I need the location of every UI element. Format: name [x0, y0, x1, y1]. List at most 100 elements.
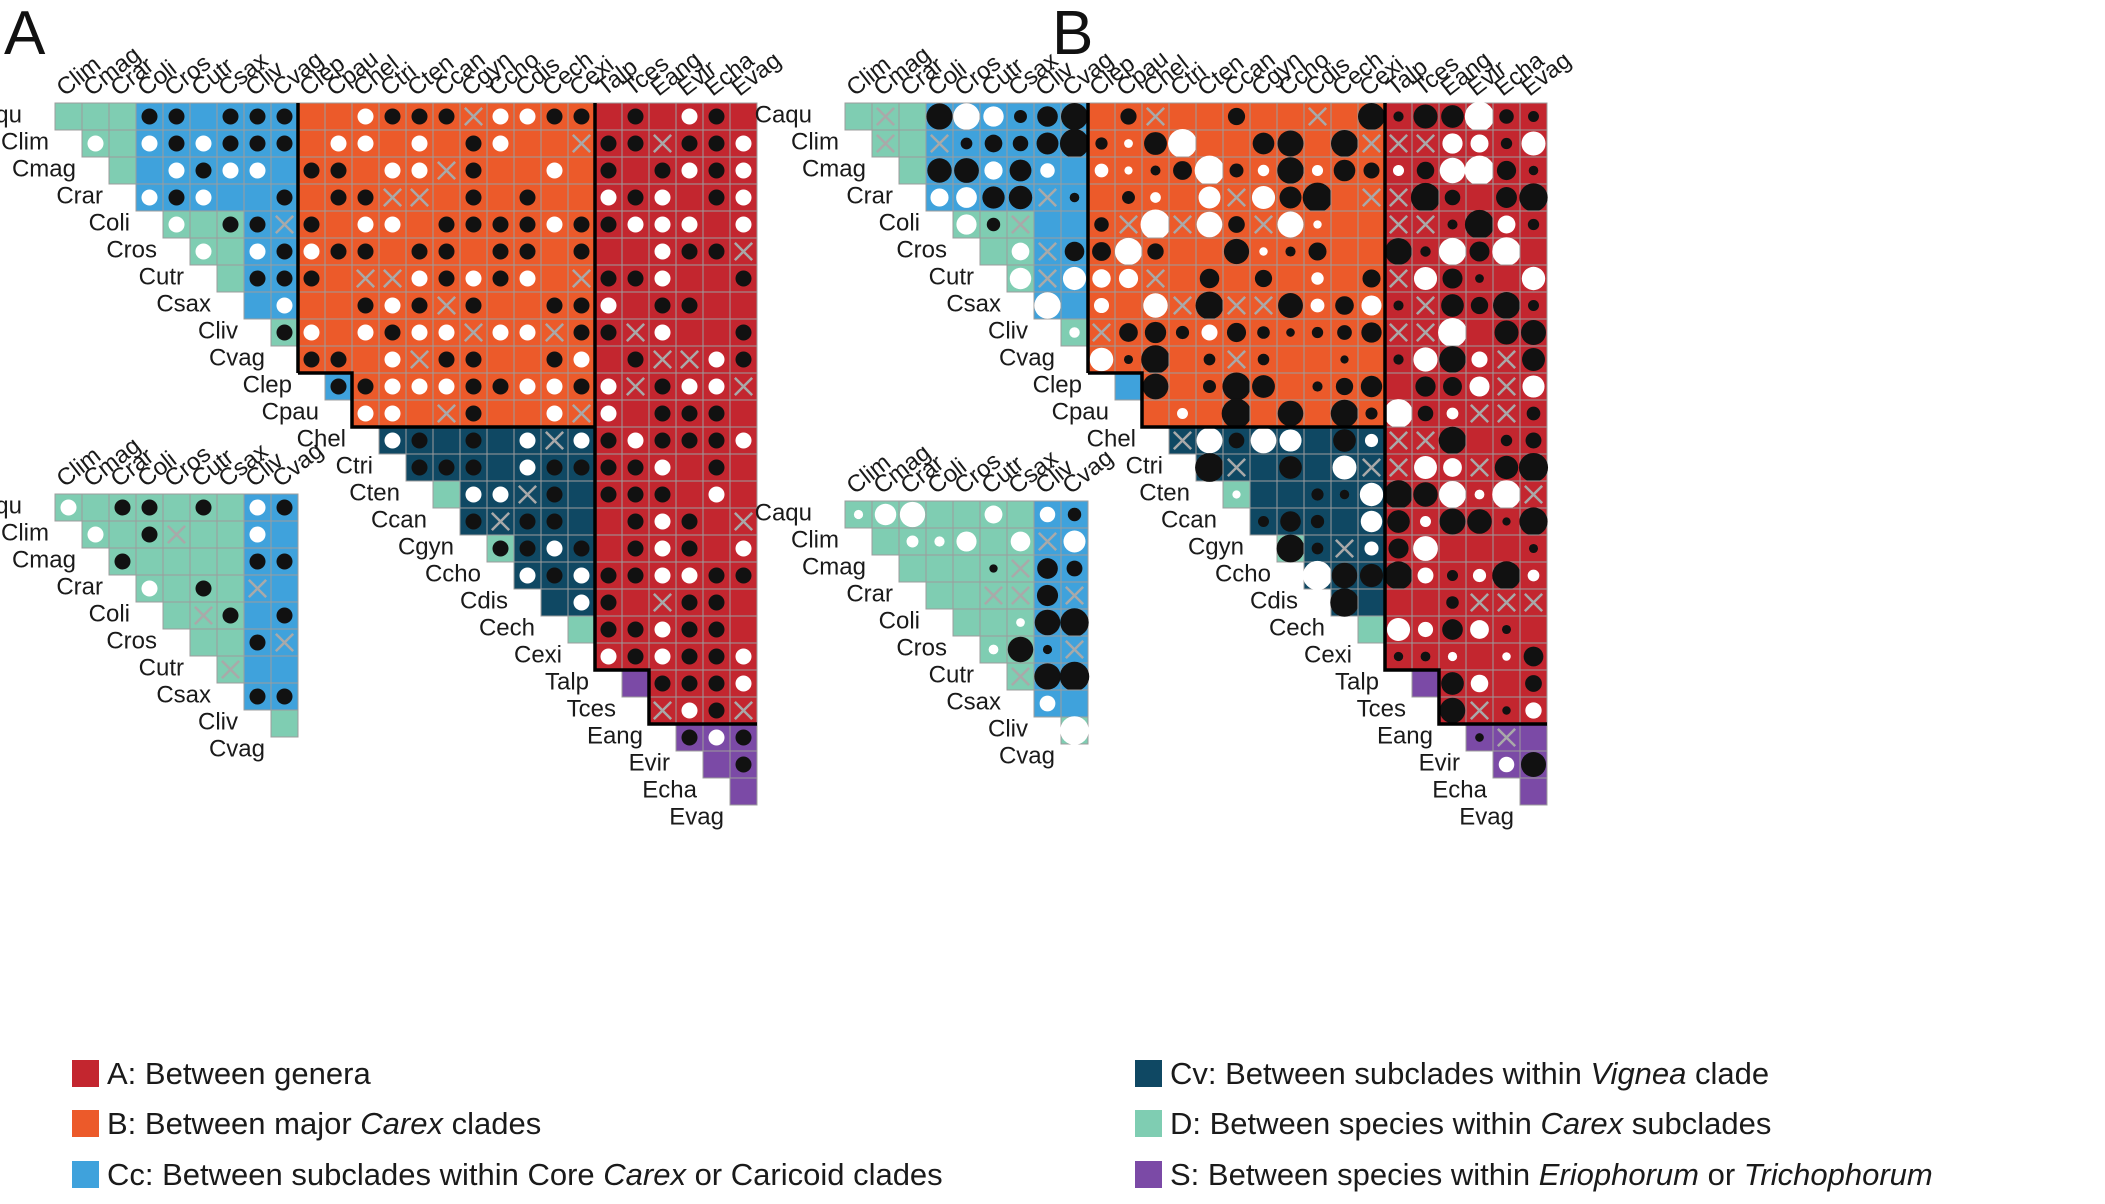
a-mark-black-Clim-Csax	[222, 135, 239, 152]
b-mark-black-Cliv-Cgyn	[1257, 326, 1270, 339]
b-cell-Talp-Tces	[1411, 669, 1440, 698]
b-mark-black-Caqu-Eang	[1441, 105, 1464, 128]
b-mark-black-Tces-Eang	[1439, 697, 1466, 724]
a-mark-black-Clim-Cvag	[276, 135, 293, 152]
b-inset-mark-white-Clim-Crar	[906, 535, 919, 548]
b-row-label: Cten	[1139, 479, 1190, 506]
b-mark-black-Cten-Cdis	[1311, 488, 1324, 501]
b-inset-mark-black-Crar-Cliv	[1036, 584, 1059, 607]
b-inset-mark-cross-Cros-Cvag	[1064, 639, 1085, 660]
a-mark-black-Cmag-Eang	[654, 162, 671, 179]
a-mark-white-Ccho-Cexi	[573, 567, 590, 584]
b-mark-cross-Coli-Csax	[1010, 214, 1031, 235]
a-cell-Cliv-Evir	[675, 318, 704, 347]
a-inset-cell-Caqu-Coli	[135, 493, 164, 522]
b-cell-Clim-Cdis	[1303, 129, 1332, 158]
a-inset-cell-Crar-Cvag	[270, 574, 299, 603]
a-cell-Crar-Evir	[675, 183, 704, 212]
a-cell-Caqu-Eang	[648, 102, 677, 131]
b-mark-black-Chel-Evag	[1525, 432, 1542, 449]
b-inset-mark-white-Clim-Cvag	[1063, 530, 1086, 553]
b-mark-black-Cten-Tces	[1413, 482, 1438, 507]
b-cell-Cdis-Tces	[1411, 588, 1440, 617]
b-cell-Chel-Cdis	[1303, 426, 1332, 455]
a-cell-Chel-Ccho	[486, 426, 515, 455]
b-inset-mark-white-Cliv-Cvag	[1060, 716, 1089, 745]
a-mark-black-Clep-Cpau	[330, 378, 347, 395]
b-mark-cross-Ctri-Ccan	[1226, 457, 1247, 478]
b-inset-mark-cross-Crar-Cutr	[983, 585, 1004, 606]
b-row-label: Cmag	[802, 155, 866, 182]
a-mark-black-Caqu-Cros	[168, 108, 185, 125]
b-mark-white-Ccho-Evir	[1472, 568, 1487, 583]
a-mark-black-Crar-Cgyn	[465, 189, 482, 206]
a-mark-white-Clep-Talp	[600, 378, 617, 395]
a-cell-Cpau-Cten	[405, 399, 434, 428]
a-mark-white-Crar-Coli	[141, 189, 158, 206]
b-inset-row-label: Clim	[791, 526, 839, 553]
legend: A: Between genera B: Between major Carex …	[72, 1056, 1933, 1192]
a-cell-Cliv-Cexi	[567, 318, 596, 347]
b-mark-cross-Caqu-Cmag	[875, 106, 896, 127]
a-cell-Cutr-Cpau	[324, 264, 353, 293]
b-cell-Cmag-Crar	[898, 156, 927, 185]
a-mark-white-Ccan-Eang	[654, 513, 671, 530]
a-mark-black-Ccan-Cech	[546, 513, 563, 530]
a-inset-row-label: Crar	[56, 573, 103, 600]
a-mark-white-Cmag-Cten	[411, 162, 428, 179]
b-mark-black-Cliv-Evag	[1520, 319, 1547, 346]
a-mark-black-Caqu-Tces	[627, 108, 644, 125]
a-mark-black-Cexi-Tces	[627, 648, 644, 665]
a-mark-black-Ctri-Echa	[708, 459, 725, 476]
a-mark-cross-Cvag-Eang	[652, 349, 673, 370]
a-inset-mark-black-Cmag-Cvag	[276, 553, 293, 570]
a-cell-Cvag-Ccho	[486, 345, 515, 374]
a-mark-white-Coli-Evag	[735, 216, 752, 233]
a-mark-black-Cutr-Cliv	[249, 270, 266, 287]
b-mark-black-Cgyn-Evag	[1528, 543, 1539, 554]
b-mark-black-Evir-Evag	[1520, 751, 1547, 778]
a-cell-Csax-Cdis	[513, 291, 542, 320]
a-inset-mark-black-Caqu-Cutr	[195, 499, 212, 516]
b-row-label: Ccan	[1161, 506, 1217, 533]
a-mark-white-Cpau-Talp	[600, 405, 617, 422]
b-mark-white-Coli-Chel	[1140, 209, 1171, 240]
legend-label-S: S: Between species within Eriophorum or …	[1170, 1157, 1933, 1192]
a-mark-black-Cliv-Cexi	[573, 324, 590, 341]
a-mark-black-Ctri-Cgyn	[465, 459, 482, 476]
b-cell-Caqu-Cten	[1195, 102, 1224, 131]
a-cell-Cpau-Ccho	[486, 399, 515, 428]
b-mark-cross-Coli-Cpau	[1118, 214, 1139, 235]
a-mark-black-Talp-Evir	[681, 675, 698, 692]
a-mark-black-Cech-Echa	[708, 621, 725, 638]
b-mark-cross-Crar-Cexi	[1361, 187, 1382, 208]
a-cell-Cutr-Cech	[540, 264, 569, 293]
b-mark-white-Cten-Eang	[1438, 480, 1467, 509]
a-mark-black-Crar-Cvag	[276, 189, 293, 206]
a-mark-black-Cgyn-Ccho	[492, 540, 509, 557]
a-cell-Ctri-Evir	[675, 453, 704, 482]
a-mark-black-Ccan-Cgyn	[465, 513, 482, 530]
a-mark-white-Caqu-Ccho	[492, 108, 509, 125]
legend-label-B: B: Between major Carex clades	[107, 1106, 541, 1141]
b-mark-black-Cliv-Cexi	[1361, 322, 1382, 343]
a-mark-white-Tces-Evir	[681, 702, 698, 719]
b-mark-black-Clep-Cten	[1203, 380, 1216, 393]
b-inset-mark-white-Clim-Cros	[956, 531, 977, 552]
b-mark-black-Cros-Ccho	[1285, 246, 1296, 257]
a-mark-black-Cdis-Evir	[681, 594, 698, 611]
b-mark-cross-Clim-Cexi	[1361, 133, 1382, 154]
b-cell-Crar-Clep	[1087, 183, 1116, 212]
b-mark-white-Ctri-Cech	[1332, 455, 1357, 480]
b-cell-Crar-Talp	[1384, 183, 1413, 212]
b-row-label: Cech	[1269, 614, 1325, 641]
b-mark-white-Cmag-Cutr	[984, 161, 1003, 180]
a-mark-white-Talp-Evag	[735, 675, 752, 692]
b-mark-black-Cvag-Chel	[1141, 345, 1170, 374]
b-mark-white-Talp-Evir	[1470, 674, 1489, 693]
b-mark-white-Csax-Chel	[1143, 293, 1168, 318]
a-row-label: Evir	[629, 749, 670, 776]
b-mark-black-Cvag-Talp	[1393, 354, 1404, 365]
a-mark-white-Cros-Cutr	[195, 243, 212, 260]
a-row-label: Cgyn	[398, 533, 454, 560]
